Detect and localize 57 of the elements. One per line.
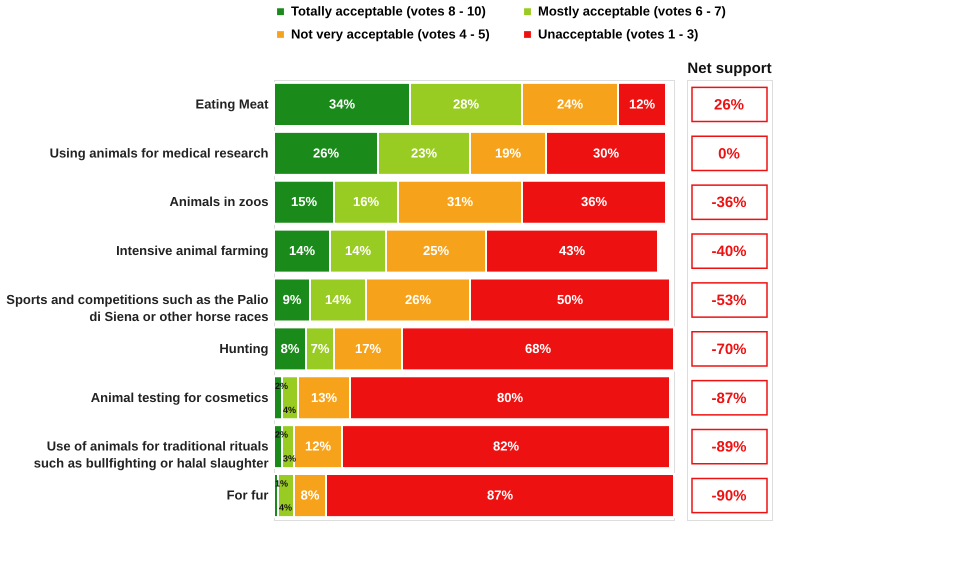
data-label: 8% xyxy=(300,488,320,503)
data-label: 15% xyxy=(290,194,318,210)
data-label: 2% xyxy=(275,430,288,440)
text: -70% xyxy=(711,340,747,358)
y-tick-label: Using animals for medical research xyxy=(50,145,269,160)
legend-label: Unacceptable (votes 1 - 3) xyxy=(538,26,698,42)
data-label: 14% xyxy=(324,292,352,307)
data-label: 24% xyxy=(556,96,584,112)
data-label: 31% xyxy=(446,194,474,210)
data-label: 12% xyxy=(628,96,656,112)
data-label: 43% xyxy=(558,243,586,258)
legend-label: Mostly acceptable (votes 6 - 7) xyxy=(538,4,726,19)
text: -89% xyxy=(711,438,747,456)
data-label: 9% xyxy=(282,292,302,307)
data-label: 28% xyxy=(452,96,480,112)
data-label: 26% xyxy=(404,292,432,307)
legend-label: Totally acceptable (votes 8 - 10) xyxy=(291,4,486,19)
data-label: 87% xyxy=(486,488,514,503)
data-label: 12% xyxy=(304,438,332,454)
text: -53% xyxy=(711,292,747,309)
y-tick-label: Use of animals for traditional rituals such as bullfighting or halal slaughter xyxy=(34,438,268,471)
data-label: 17% xyxy=(354,340,382,356)
text: -90% xyxy=(711,488,747,505)
data-label: 2% xyxy=(275,380,288,391)
text: -36% xyxy=(711,194,747,212)
legend-label: Not very acceptable (votes 4 - 5) xyxy=(291,26,490,42)
data-label: 19% xyxy=(494,145,522,160)
y-tick-label: For fur xyxy=(226,488,268,503)
data-label: 7% xyxy=(310,340,330,356)
data-label: 13% xyxy=(310,390,338,405)
text: 0% xyxy=(718,145,740,162)
y-tick-label: Eating Meat xyxy=(196,96,270,112)
data-label: 25% xyxy=(422,243,450,258)
y-tick-label: Intensive animal farming xyxy=(116,243,269,258)
data-label: 26% xyxy=(312,145,340,160)
data-label: 4% xyxy=(279,502,292,513)
data-label: 36% xyxy=(580,194,608,210)
y-tick-label: Animal testing for cosmetics xyxy=(90,390,268,405)
data-label: 16% xyxy=(352,194,380,210)
text: Net support xyxy=(687,60,772,77)
data-label: 14% xyxy=(288,243,316,258)
data-label: 50% xyxy=(556,292,584,307)
y-tick-label: Animals in zoos xyxy=(170,194,268,210)
data-label: 4% xyxy=(283,404,296,415)
text: -40% xyxy=(711,243,747,260)
data-label: 23% xyxy=(410,145,438,160)
text: 26% xyxy=(714,96,744,114)
data-label: 8% xyxy=(280,340,300,356)
y-tick-label: Sports and competitions such as the Palio di Siena or other horse races xyxy=(6,292,269,324)
data-label: 68% xyxy=(524,340,552,356)
data-label: 80% xyxy=(496,390,524,405)
data-label: 30% xyxy=(592,145,620,160)
data-label: 82% xyxy=(492,438,520,454)
text: -87% xyxy=(711,390,747,407)
data-label: 14% xyxy=(344,243,372,258)
y-tick-label: Hunting xyxy=(219,340,269,356)
data-label: 34% xyxy=(328,96,356,112)
